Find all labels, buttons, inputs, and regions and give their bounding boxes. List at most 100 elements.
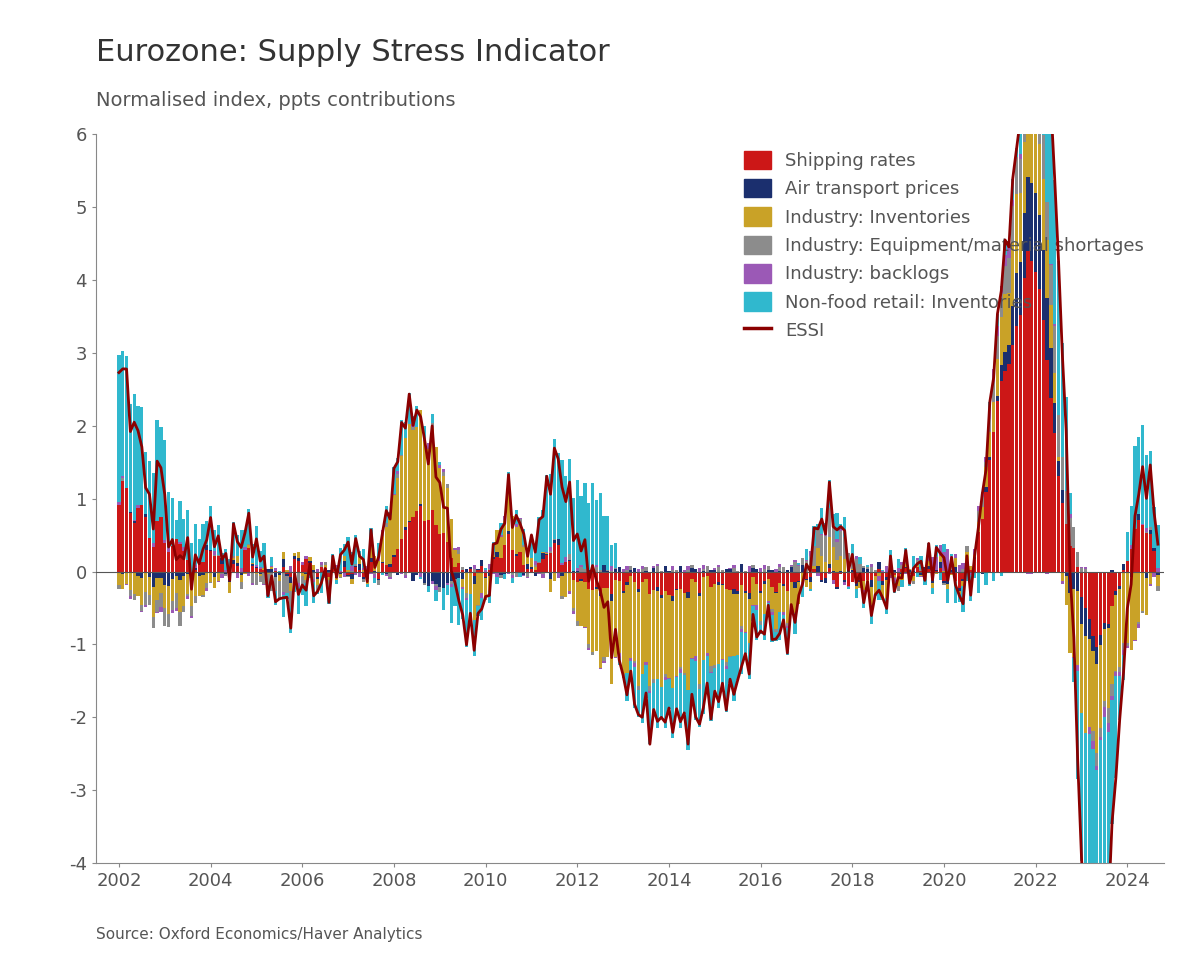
Bar — [716, 565, 720, 567]
Bar — [324, 565, 326, 569]
Bar — [293, 559, 296, 572]
Bar — [182, 572, 186, 576]
Bar — [648, 572, 652, 594]
Bar — [583, 582, 587, 627]
Bar — [1138, 514, 1140, 521]
Bar — [1080, 596, 1084, 624]
Bar — [1091, 572, 1094, 637]
Bar — [518, 572, 522, 573]
Bar — [232, 523, 235, 556]
Bar — [866, 580, 869, 588]
Bar — [1068, 572, 1072, 593]
Bar — [277, 581, 281, 599]
Bar — [392, 495, 396, 554]
Bar — [1096, 770, 1098, 959]
Bar — [156, 521, 158, 572]
Bar — [354, 572, 358, 573]
Bar — [522, 574, 526, 576]
Bar — [515, 510, 517, 524]
Bar — [629, 575, 632, 658]
Bar — [293, 583, 296, 592]
Bar — [820, 572, 823, 580]
Bar — [392, 554, 396, 556]
Bar — [235, 572, 239, 573]
Bar — [671, 566, 674, 571]
Bar — [935, 571, 938, 572]
Bar — [488, 570, 491, 572]
Bar — [503, 522, 506, 545]
Bar — [809, 572, 812, 577]
Bar — [434, 586, 438, 590]
Bar — [492, 542, 494, 551]
Bar — [683, 571, 686, 572]
Bar — [610, 594, 613, 601]
Bar — [254, 573, 258, 585]
Bar — [847, 586, 850, 587]
Bar — [835, 572, 839, 588]
Bar — [576, 582, 578, 621]
Bar — [686, 598, 690, 690]
Bar — [973, 550, 976, 555]
Bar — [763, 566, 766, 569]
Bar — [140, 578, 144, 605]
Bar — [760, 572, 762, 592]
Bar — [335, 578, 338, 580]
Bar — [877, 576, 881, 581]
Bar — [301, 565, 304, 572]
Bar — [560, 572, 564, 576]
Bar — [886, 572, 888, 576]
Bar — [151, 617, 155, 628]
Bar — [174, 576, 178, 594]
Bar — [361, 569, 365, 570]
Bar — [305, 574, 307, 580]
Bar — [198, 563, 200, 572]
Bar — [480, 594, 484, 598]
Bar — [137, 406, 139, 505]
Bar — [128, 513, 132, 572]
Bar — [431, 581, 433, 584]
Bar — [442, 472, 445, 476]
Bar — [496, 552, 499, 557]
Bar — [548, 579, 552, 592]
Bar — [212, 550, 216, 554]
Bar — [328, 587, 331, 604]
Bar — [602, 565, 606, 572]
Bar — [1007, 293, 1010, 345]
Bar — [125, 356, 128, 488]
Bar — [1148, 584, 1152, 586]
Bar — [1031, 261, 1033, 572]
Bar — [366, 572, 368, 574]
Bar — [132, 594, 136, 599]
Bar — [480, 560, 484, 566]
Bar — [862, 580, 865, 590]
Bar — [427, 449, 430, 520]
Bar — [835, 542, 839, 560]
Bar — [706, 657, 709, 689]
Bar — [629, 566, 632, 570]
Bar — [614, 580, 617, 657]
Bar — [698, 684, 701, 690]
Bar — [839, 572, 842, 574]
Bar — [988, 402, 991, 410]
Bar — [851, 569, 854, 570]
Bar — [935, 556, 938, 570]
Bar — [240, 569, 242, 572]
Bar — [301, 562, 304, 565]
Bar — [919, 555, 923, 569]
Bar — [167, 551, 170, 572]
Bar — [1106, 709, 1110, 722]
Bar — [938, 545, 942, 556]
Bar — [392, 572, 396, 573]
Bar — [928, 556, 930, 561]
Bar — [503, 573, 506, 579]
Bar — [1118, 672, 1121, 676]
Bar — [908, 580, 911, 586]
Bar — [125, 572, 128, 584]
Bar — [511, 573, 514, 575]
Bar — [148, 572, 151, 576]
Bar — [862, 590, 865, 594]
Bar — [217, 556, 220, 572]
Bar — [862, 594, 865, 608]
Bar — [473, 569, 475, 572]
Bar — [473, 572, 475, 575]
